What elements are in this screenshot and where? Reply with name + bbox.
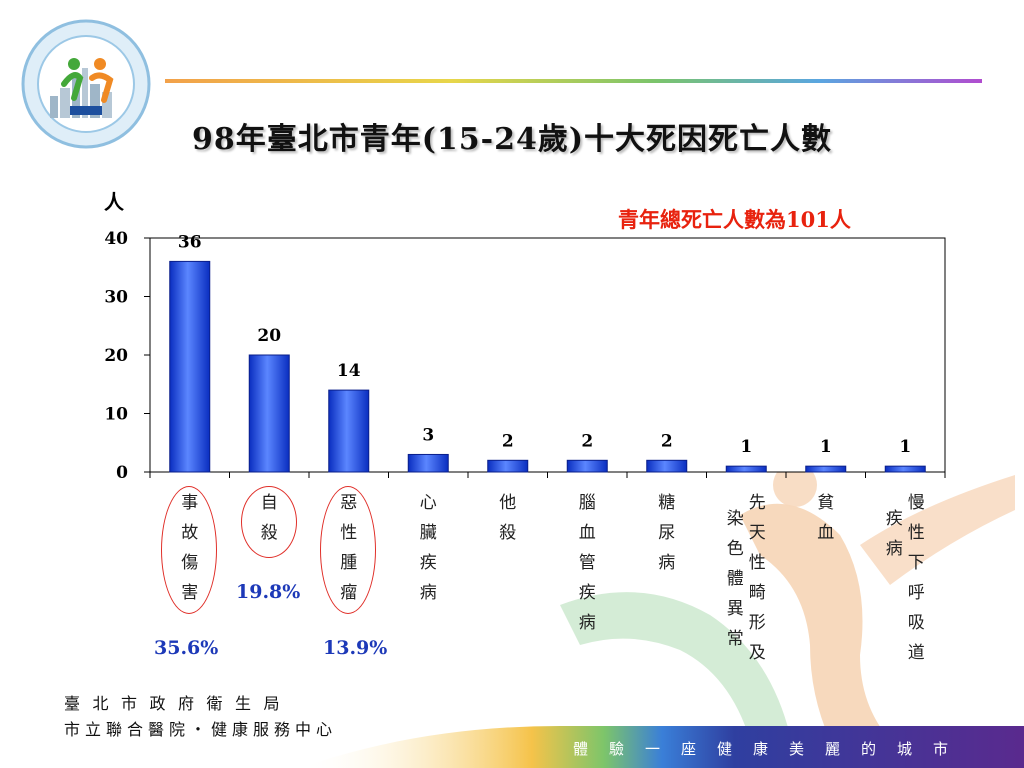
bar-value-label: 36 [178, 232, 202, 252]
y-tick-label: 20 [104, 346, 128, 366]
footer-agency-line1: 臺北市政府衛生局 [64, 694, 293, 713]
bar [884, 465, 926, 473]
chart-title: 98年臺北市青年(15-24歲)十大死因死亡人數 [191, 122, 833, 157]
x-category-label-column: 慢性下呼吸道 [907, 493, 925, 663]
footer-banner [300, 726, 1024, 768]
y-tick-label: 40 [104, 229, 128, 249]
x-category-label-column: 他殺 [499, 493, 517, 543]
total-deaths-note: 青年總死亡人數為101人 [618, 207, 851, 232]
bar [407, 453, 449, 473]
y-tick-label: 30 [104, 288, 128, 308]
bar-value-label: 14 [337, 361, 361, 381]
x-category-label-column: 疾病 [885, 509, 903, 559]
bar-value-label: 2 [502, 431, 514, 451]
bar [805, 465, 847, 473]
bar-value-label: 2 [661, 431, 673, 451]
x-category-label-column: 腦血管疾病 [578, 493, 596, 633]
bar [328, 389, 370, 473]
x-category-label-column: 染色體異常 [726, 509, 744, 649]
y-axis-unit-label: 人 [104, 190, 124, 214]
bar [566, 459, 608, 473]
bar [169, 260, 211, 473]
highlight-oval-cancer [320, 486, 376, 614]
percent-label-cancer: 13.9% [323, 637, 388, 659]
bar-value-label: 3 [422, 425, 434, 445]
x-category-label-column: 先天性畸形及 [748, 493, 766, 663]
bar [725, 465, 767, 473]
bar-value-label: 2 [581, 431, 593, 451]
bar-value-label: 20 [257, 326, 281, 346]
highlight-oval-suicide [241, 486, 297, 558]
bar [248, 354, 290, 473]
bar [487, 459, 529, 473]
taipei-health-center-logo-icon [21, 19, 151, 149]
bar [646, 459, 688, 473]
percent-label-suicide: 19.8% [236, 581, 301, 603]
x-category-label-column: 心臟疾病 [419, 493, 437, 603]
percent-label-accidents: 35.6% [154, 637, 219, 659]
y-tick-label: 10 [104, 405, 128, 425]
footer-agency-line2: 市立聯合醫院‧健康服務中心 [64, 720, 338, 739]
decorative-figure-icon [560, 463, 1015, 740]
bar-value-label: 1 [740, 437, 752, 457]
footer-slogan: 體驗一座健康美麗的城市 [573, 740, 970, 758]
bar-value-label: 1 [820, 437, 832, 457]
bar-value-label: 1 [899, 437, 911, 457]
x-category-label-column: 貧血 [817, 493, 835, 543]
x-category-label-column: 糖尿病 [658, 493, 676, 573]
highlight-oval-accidents [161, 486, 217, 614]
y-tick-label: 0 [116, 463, 128, 483]
header-divider [165, 79, 982, 83]
